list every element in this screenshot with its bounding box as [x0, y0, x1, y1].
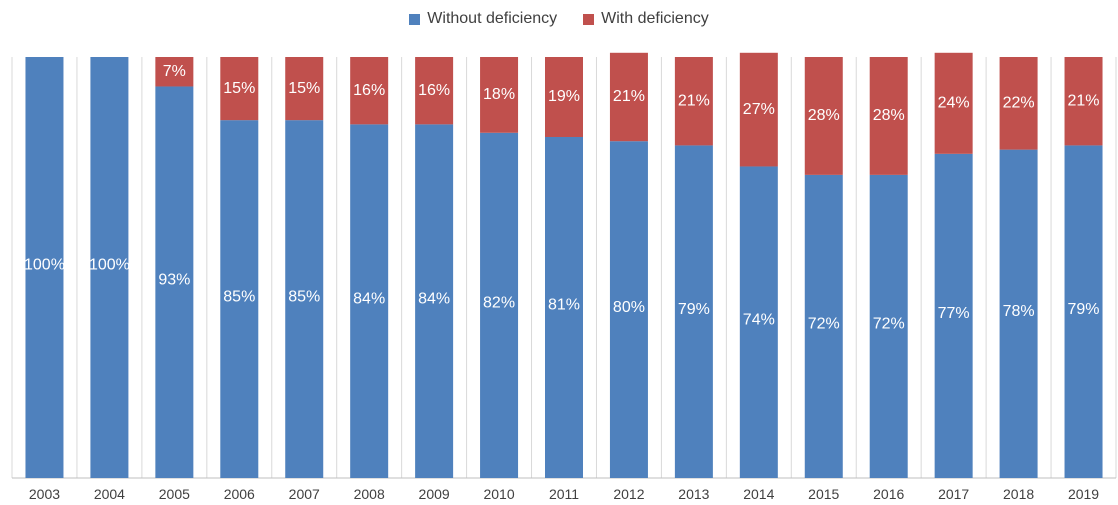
data-label-without-deficiency-2013: 79%	[678, 301, 710, 318]
bar-without-deficiency-2016	[869, 174, 908, 478]
bar-with-deficiency-2018	[999, 57, 1038, 150]
x-tick-label-2005: 2005	[159, 486, 190, 502]
legend-label-without-deficiency: Without deficiency	[427, 10, 558, 27]
data-label-with-deficiency-2012: 21%	[613, 88, 645, 105]
data-label-with-deficiency-2006: 15%	[223, 80, 255, 97]
data-label-without-deficiency-2006: 85%	[223, 288, 255, 305]
data-label-without-deficiency-2003: 100%	[24, 257, 65, 274]
bar-with-deficiency-2005	[155, 57, 194, 87]
legend-item-with-deficiency: With deficiency	[583, 10, 709, 28]
bar-without-deficiency-2013	[674, 145, 713, 478]
data-label-with-deficiency-2014: 27%	[743, 101, 775, 118]
data-label-without-deficiency-2014: 74%	[743, 311, 775, 328]
data-label-with-deficiency-2005: 7%	[163, 63, 186, 80]
x-tick-label-2011: 2011	[549, 486, 579, 502]
x-tick-label-2004: 2004	[94, 486, 125, 502]
data-label-with-deficiency-2011: 19%	[548, 88, 580, 105]
data-label-with-deficiency-2016: 28%	[873, 107, 905, 124]
data-label-without-deficiency-2015: 72%	[808, 316, 840, 333]
data-label-with-deficiency-2018: 22%	[1003, 95, 1035, 112]
x-tick-label-2003: 2003	[29, 486, 60, 502]
bar-without-deficiency-2003	[25, 57, 64, 478]
x-tick-label-2017: 2017	[938, 486, 969, 502]
x-tick-label-2012: 2012	[613, 486, 644, 502]
data-label-with-deficiency-2010: 18%	[483, 86, 515, 103]
data-label-with-deficiency-2008: 16%	[353, 82, 385, 99]
data-label-without-deficiency-2016: 72%	[873, 316, 905, 333]
bar-without-deficiency-2010	[480, 132, 519, 478]
data-label-without-deficiency-2009: 84%	[418, 290, 450, 307]
legend-swatch-with-deficiency	[583, 13, 595, 25]
data-label-with-deficiency-2013: 21%	[678, 92, 710, 109]
x-tick-label-2019: 2019	[1068, 486, 1099, 502]
x-tick-label-2009: 2009	[419, 486, 450, 502]
bar-with-deficiency-2014	[739, 52, 778, 167]
data-label-without-deficiency-2010: 82%	[483, 295, 515, 312]
bar-without-deficiency-2014	[739, 166, 778, 478]
bar-with-deficiency-2011	[545, 57, 583, 137]
legend-label-with-deficiency: With deficiency	[601, 10, 709, 27]
bar-with-deficiency-2013	[674, 57, 713, 146]
legend-swatch-without-deficiency	[409, 13, 421, 25]
bar-without-deficiency-2005	[155, 86, 194, 478]
bar-without-deficiency-2015	[804, 174, 843, 478]
data-label-without-deficiency-2012: 80%	[613, 299, 645, 316]
legend-item-without-deficiency: Without deficiency	[409, 10, 557, 28]
data-label-with-deficiency-2007: 15%	[288, 80, 320, 97]
bar-with-deficiency-2016	[869, 57, 908, 175]
bar-with-deficiency-2006	[220, 57, 259, 121]
bar-with-deficiency-2012	[609, 52, 648, 142]
bar-with-deficiency-2019	[1064, 57, 1103, 146]
data-label-without-deficiency-2011: 81%	[548, 297, 580, 314]
bar-with-deficiency-2009	[415, 57, 454, 125]
data-label-with-deficiency-2017: 24%	[938, 95, 970, 112]
bar-without-deficiency-2008	[350, 124, 389, 479]
x-tick-label-2018: 2018	[1003, 486, 1034, 502]
bar-with-deficiency-2017	[934, 52, 973, 154]
x-tick-label-2007: 2007	[289, 486, 320, 502]
bar-with-deficiency-2010	[480, 57, 519, 133]
x-tick-label-2016: 2016	[873, 486, 904, 502]
data-label-with-deficiency-2019: 21%	[1068, 92, 1100, 109]
data-label-without-deficiency-2005: 93%	[158, 271, 190, 288]
x-tick-label-2013: 2013	[678, 486, 709, 502]
bar-without-deficiency-2012	[609, 141, 648, 478]
bar-without-deficiency-2017	[934, 153, 973, 478]
bar-without-deficiency-2009	[415, 124, 454, 479]
x-tick-label-2006: 2006	[224, 486, 255, 502]
bar-without-deficiency-2004	[90, 57, 129, 478]
x-tick-label-2008: 2008	[354, 486, 385, 502]
data-label-without-deficiency-2019: 79%	[1068, 301, 1100, 318]
data-label-with-deficiency-2015: 28%	[808, 107, 840, 124]
data-label-without-deficiency-2007: 85%	[288, 288, 320, 305]
data-label-without-deficiency-2018: 78%	[1003, 303, 1035, 320]
data-label-without-deficiency-2004: 100%	[89, 257, 130, 274]
bar-with-deficiency-2015	[804, 57, 843, 175]
data-label-with-deficiency-2009: 16%	[418, 82, 450, 99]
data-label-without-deficiency-2008: 84%	[353, 290, 385, 307]
x-tick-label-2015: 2015	[808, 486, 839, 502]
bar-with-deficiency-2008	[350, 57, 389, 125]
chart-legend: Without deficiency With deficiency	[0, 10, 1118, 28]
bar-without-deficiency-2011	[545, 136, 583, 479]
x-tick-label-2010: 2010	[483, 486, 514, 502]
x-tick-label-2014: 2014	[743, 486, 774, 502]
bar-without-deficiency-2006	[220, 120, 259, 479]
bar-with-deficiency-2007	[285, 57, 324, 121]
bar-without-deficiency-2018	[999, 149, 1038, 478]
data-label-without-deficiency-2017: 77%	[938, 305, 970, 322]
bar-without-deficiency-2019	[1064, 145, 1103, 478]
bar-without-deficiency-2007	[285, 120, 324, 479]
